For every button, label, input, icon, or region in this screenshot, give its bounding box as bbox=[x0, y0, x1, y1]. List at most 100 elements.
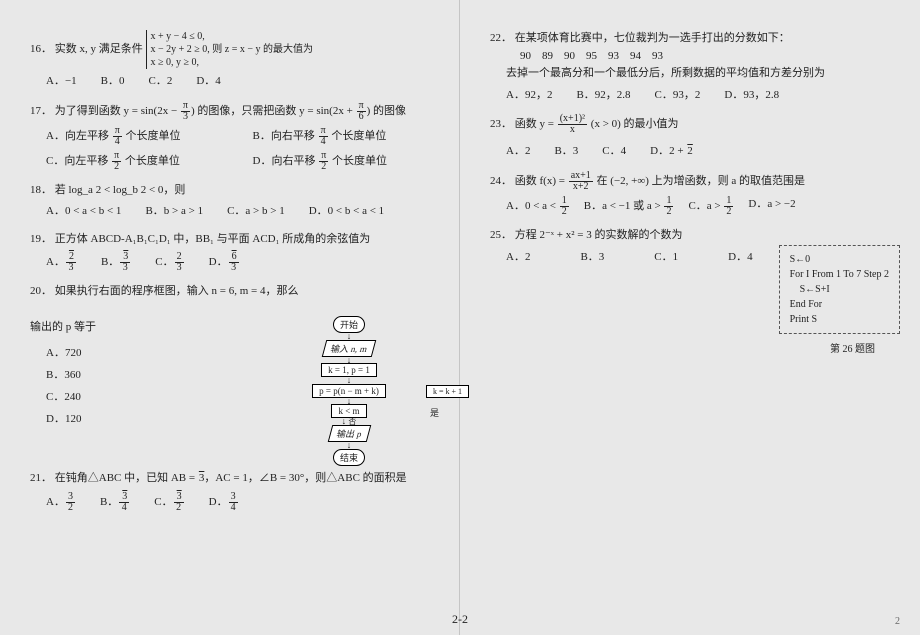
q18-text: 若 log_a 2 < log_b 2 < 0，则 bbox=[55, 184, 186, 196]
question-22: 22． 在某项体育比赛中，七位裁判为一选手打出的分数如下： 90 89 90 9… bbox=[490, 30, 900, 104]
pseudo-l2: For I From 1 To 7 Step 2 bbox=[790, 267, 889, 282]
q18-num: 18． bbox=[30, 184, 52, 196]
q19-opts: A．23 B．33 C．23 D．63 bbox=[46, 252, 439, 273]
q22-opts: A．92，2 B．92，2.8 C．93，2 D．93，2.8 bbox=[506, 87, 900, 105]
question-23: 23． 函数 y = (x+1)²x (x > 0) 的最小值为 A．2 B．3… bbox=[490, 114, 900, 161]
q19-opt-c: C．23 bbox=[155, 252, 184, 273]
q25-opt-c: C．1 bbox=[654, 249, 678, 267]
q25-opt-a: A．2 bbox=[506, 249, 530, 267]
arrow-icon: ↓ bbox=[279, 358, 419, 363]
q24-opt-b: B．a < −1 或 a > 12 bbox=[584, 196, 675, 217]
q22-opt-c: C．93，2 bbox=[655, 87, 701, 105]
q20-text2: 输出的 p 等于 bbox=[30, 321, 96, 333]
q18-opt-a: A．0 < a < b < 1 bbox=[46, 203, 121, 221]
q24-opt-c: C．a > 12 bbox=[688, 196, 734, 217]
q21-opt-d: D．34 bbox=[209, 492, 239, 513]
q21-opts: A．32 B．34 C．32 D．34 bbox=[46, 492, 439, 513]
pseudo-l1: S←0 bbox=[790, 252, 889, 267]
q24-num: 24． bbox=[490, 175, 512, 187]
left-column: 16． 实数 x, y 满足条件 x + y − 4 ≤ 0, x − 2y +… bbox=[0, 0, 460, 635]
q20-num: 20． bbox=[30, 285, 52, 297]
q17-opts: A．向左平移 π4 个长度单位 B．向右平移 π4 个长度单位 C．向左平移 π… bbox=[46, 126, 439, 172]
q20-opt-d: D．120 bbox=[46, 413, 81, 425]
q24-text: 函数 f(x) = ax+1x+2 在 (−2, +∞) 上为增函数，则 a 的… bbox=[515, 175, 805, 187]
q25-opt-d: D．4 bbox=[728, 249, 752, 267]
q19-opt-a: A．23 bbox=[46, 252, 77, 273]
page-footer: 2-2 bbox=[452, 612, 468, 627]
q16-opt-c: C．2 bbox=[149, 73, 173, 91]
q23-opt-d: D．2 + 2 bbox=[650, 143, 693, 161]
flowchart: 开始 ↓ 输入 n, m ↓ k = 1, p = 1 ↓ p = p(n − … bbox=[279, 315, 419, 467]
q20-opt-b: B．360 bbox=[46, 369, 81, 381]
question-24: 24． 函数 f(x) = ax+1x+2 在 (−2, +∞) 上为增函数，则… bbox=[490, 171, 900, 217]
q19-opt-b: B．33 bbox=[101, 252, 131, 273]
q16-text: 实数 x, y 满足条件 bbox=[55, 43, 143, 55]
q25-num: 25． bbox=[490, 229, 512, 241]
q17-text: 为了得到函数 y = sin(2x − π3) 的图像，只需把函数 y = si… bbox=[55, 105, 406, 117]
q17-num: 17． bbox=[30, 105, 52, 117]
q16-opt-d: D．4 bbox=[196, 73, 220, 91]
q19-opt-d: D．63 bbox=[209, 252, 240, 273]
q22-opt-a: A．92，2 bbox=[506, 87, 552, 105]
q21-opt-c: C．32 bbox=[154, 492, 184, 513]
q22-text2: 去掉一个最高分和一个最低分后，所剩数据的平均值和方差分别为 bbox=[506, 67, 825, 79]
pseudocode-box: S←0 For I From 1 To 7 Step 2 S←S+I End F… bbox=[779, 245, 900, 334]
q19-text: 正方体 ABCD-A₁B₁C₁D₁ 中，BB₁ 与平面 ACD₁ 所成角的余弦值… bbox=[55, 233, 370, 245]
flow-out: 输出 p bbox=[327, 425, 370, 442]
q17-opt-a: A．向左平移 π4 个长度单位 bbox=[46, 126, 233, 147]
arrow-icon: ↓ 否 bbox=[279, 419, 419, 424]
q16-opts: A．−1 B．0 C．2 D．4 bbox=[46, 73, 439, 91]
question-18: 18． 若 log_a 2 < log_b 2 < 0，则 A．0 < a < … bbox=[30, 182, 439, 221]
flow-calc: p = p(n − m + k) bbox=[312, 384, 386, 398]
q18-opt-d: D．0 < b < a < 1 bbox=[309, 203, 384, 221]
q24-opt-d: D．a > −2 bbox=[748, 196, 795, 217]
q16-cases: x + y − 4 ≤ 0, x − 2y + 2 ≥ 0, 则 z = x −… bbox=[146, 30, 314, 69]
arrow-icon: ↓ bbox=[279, 334, 419, 339]
q21-opt-b: B．34 bbox=[100, 492, 130, 513]
q19-num: 19． bbox=[30, 233, 52, 245]
q24-opt-a: A．0 < a < 12 bbox=[506, 196, 570, 217]
question-19: 19． 正方体 ABCD-A₁B₁C₁D₁ 中，BB₁ 与平面 ACD₁ 所成角… bbox=[30, 231, 439, 274]
q18-opts: A．0 < a < b < 1 B．b > a > 1 C．a > b > 1 … bbox=[46, 203, 439, 221]
q16-opt-a: A．−1 bbox=[46, 73, 77, 91]
arrow-icon: ↓ bbox=[279, 378, 419, 383]
flow-cond: k < m bbox=[331, 404, 366, 418]
q21-opt-a: A．32 bbox=[46, 492, 76, 513]
q16-case2: x − 2y + 2 ≥ 0, 则 z = x − y 的最大值为 bbox=[151, 44, 314, 55]
q21-num: 21． bbox=[30, 472, 52, 484]
q22-text1: 在某项体育比赛中，七位裁判为一选手打出的分数如下： bbox=[515, 32, 790, 44]
q18-opt-c: C．a > b > 1 bbox=[227, 203, 285, 221]
q18-opt-b: B．b > a > 1 bbox=[145, 203, 203, 221]
q16-num: 16． bbox=[30, 43, 52, 55]
q22-opt-b: B．92，2.8 bbox=[576, 87, 630, 105]
q23-opts: A．2 B．3 C．4 D．2 + 2 bbox=[506, 143, 900, 161]
exam-page: 16． 实数 x, y 满足条件 x + y − 4 ≤ 0, x − 2y +… bbox=[0, 0, 920, 635]
q23-opt-a: A．2 bbox=[506, 143, 530, 161]
q20-opt-a: A．720 bbox=[46, 347, 81, 359]
q21-text: 在钝角△ABC 中，已知 AB = 3，AC = 1，∠B = 30°，则△AB… bbox=[55, 472, 407, 484]
flow-yes: 是 bbox=[430, 406, 439, 419]
q16-case1: x + y − 4 ≤ 0, bbox=[151, 31, 205, 42]
question-21: 21． 在钝角△ABC 中，已知 AB = 3，AC = 1，∠B = 30°，… bbox=[30, 470, 439, 513]
pseudo-l5: Print S bbox=[790, 312, 889, 327]
pseudo-caption: 第 26 题图 bbox=[830, 340, 875, 355]
q23-num: 23． bbox=[490, 118, 512, 130]
page-num-right: 2 bbox=[895, 616, 900, 627]
q23-opt-c: C．4 bbox=[602, 143, 626, 161]
arrow-icon: ↓ bbox=[279, 443, 419, 448]
question-17: 17． 为了得到函数 y = sin(2x − π3) 的图像，只需把函数 y … bbox=[30, 101, 439, 172]
q17-opt-c: C．向左平移 π2 个长度单位 bbox=[46, 151, 233, 172]
q22-opt-d: D．93，2.8 bbox=[724, 87, 779, 105]
arrow-icon: ↓ bbox=[279, 399, 419, 404]
flow-input: 输入 n, m bbox=[322, 340, 377, 357]
pseudo-l3: S←S+I bbox=[790, 282, 889, 297]
q17-opt-b: B．向右平移 π4 个长度单位 bbox=[253, 126, 440, 147]
q20-text: 如果执行右面的程序框图，输入 n = 6, m = 4，那么 bbox=[55, 285, 299, 297]
q22-scores: 90 89 90 95 93 94 93 bbox=[520, 50, 663, 62]
q22-num: 22． bbox=[490, 32, 512, 44]
question-16: 16． 实数 x, y 满足条件 x + y − 4 ≤ 0, x − 2y +… bbox=[30, 30, 439, 91]
q16-opt-b: B．0 bbox=[101, 73, 125, 91]
q23-opt-b: B．3 bbox=[554, 143, 578, 161]
q24-opts: A．0 < a < 12 B．a < −1 或 a > 12 C．a > 12 … bbox=[506, 196, 900, 217]
q16-case3: x ≥ 0, y ≥ 0, bbox=[151, 57, 199, 68]
